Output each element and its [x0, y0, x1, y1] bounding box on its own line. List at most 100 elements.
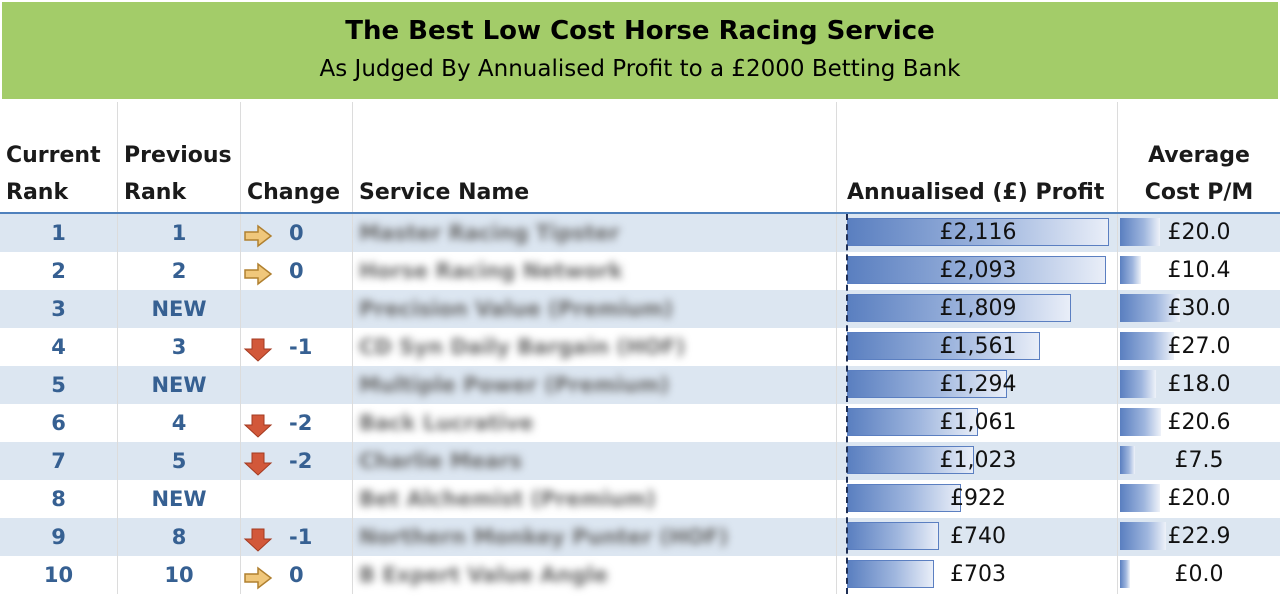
cost-bar: [1120, 332, 1174, 360]
current-rank: 10: [0, 556, 118, 594]
cost-cell: £0.0: [1118, 556, 1280, 594]
table-row: 10 10 0 B Expert Value Angle £703 £0.0: [0, 556, 1280, 594]
previous-rank: NEW: [118, 366, 241, 404]
header-profit-label: Annualised (£) Profit: [847, 180, 1105, 205]
service-name: B Expert Value Angle: [359, 563, 608, 587]
profit-cell: £2,093: [837, 252, 1118, 290]
cost-value: £27.0: [1167, 334, 1231, 359]
profit-value: £1,061: [939, 410, 1017, 435]
service-name: Northern Monkey Punter (HOF): [359, 525, 729, 549]
change-cell: [241, 480, 353, 518]
profit-value: £922: [950, 486, 1006, 511]
profit-bar: [847, 294, 1071, 322]
change-cell: -1: [241, 328, 353, 366]
arrow-right-icon: [243, 564, 273, 590]
change-cell: 0: [241, 556, 353, 594]
cost-cell: £22.9: [1118, 518, 1280, 556]
header-cost-line2: Cost P/M: [1144, 180, 1254, 205]
cost-value: £7.5: [1174, 448, 1224, 473]
change-cell: -1: [241, 518, 353, 556]
title-banner: The Best Low Cost Horse Racing Service A…: [2, 2, 1278, 99]
profit-axis-line: [846, 214, 848, 594]
profit-bar: [847, 218, 1109, 246]
table-row: 6 4 -2 Back Lucrative £1,061 £20.6: [0, 404, 1280, 442]
change-cell: -2: [241, 404, 353, 442]
service-name: Horse Racing Network: [359, 259, 623, 283]
profit-value: £1,294: [939, 372, 1017, 397]
profit-cell: £1,809: [837, 290, 1118, 328]
previous-rank: 1: [118, 214, 241, 252]
cost-value: £20.0: [1167, 220, 1231, 245]
cost-value: £20.0: [1167, 486, 1231, 511]
cost-bar: [1120, 408, 1161, 436]
header-previous-rank-line1: Previous: [124, 143, 232, 168]
arrow-down-icon: [243, 336, 273, 362]
profit-value: £703: [950, 562, 1006, 587]
profit-bar: [847, 408, 978, 436]
service-name-cell: Northern Monkey Punter (HOF): [353, 518, 837, 556]
change-cell: [241, 366, 353, 404]
header-service-name: Service Name: [353, 102, 837, 213]
profit-value: £2,093: [939, 258, 1017, 283]
profit-cell: £922: [837, 480, 1118, 518]
previous-rank: 10: [118, 556, 241, 594]
current-rank: 9: [0, 518, 118, 556]
arrow-right-icon: [243, 222, 273, 248]
change-cell: -2: [241, 442, 353, 480]
service-name-cell: Master Racing Tipster: [353, 214, 837, 252]
banner-title: The Best Low Cost Horse Racing Service: [345, 16, 935, 46]
cost-cell: £20.0: [1118, 480, 1280, 518]
cost-bar: [1120, 370, 1156, 398]
change-value: -1: [289, 525, 313, 549]
cost-cell: £27.0: [1118, 328, 1280, 366]
profit-value: £1,809: [939, 296, 1017, 321]
profit-cell: £703: [837, 556, 1118, 594]
service-name-cell: Horse Racing Network: [353, 252, 837, 290]
profit-bar: [847, 332, 1040, 360]
cost-bar: [1120, 256, 1141, 284]
previous-rank: 8: [118, 518, 241, 556]
table-row: 5 NEW Multiple Power (Premium) £1,294 £1…: [0, 366, 1280, 404]
cost-bar: [1120, 294, 1180, 322]
header-profit: Annualised (£) Profit: [837, 102, 1118, 213]
service-name: Charlie Mears: [359, 449, 523, 473]
profit-bar: [847, 484, 961, 512]
header-previous-rank-line2: Rank: [124, 180, 187, 205]
table-row: 7 5 -2 Charlie Mears £1,023 £7.5: [0, 442, 1280, 480]
cost-value: £22.9: [1167, 524, 1231, 549]
table-row: 2 2 0 Horse Racing Network £2,093 £10.4: [0, 252, 1280, 290]
profit-bar: [847, 446, 974, 474]
service-name: CD Syn Daily Bargain (HOF): [359, 335, 686, 359]
header-previous-rank: Previous Rank: [118, 102, 241, 213]
cost-value: £18.0: [1167, 372, 1231, 397]
banner-subtitle: As Judged By Annualised Profit to a £200…: [319, 56, 961, 82]
change-cell: 0: [241, 214, 353, 252]
table-row: 9 8 -1 Northern Monkey Punter (HOF) £740…: [0, 518, 1280, 556]
arrow-down-icon: [243, 526, 273, 552]
service-name-cell: B Expert Value Angle: [353, 556, 837, 594]
previous-rank: 4: [118, 404, 241, 442]
cost-bar: [1120, 446, 1135, 474]
profit-value: £1,023: [939, 448, 1017, 473]
profit-value: £740: [950, 524, 1006, 549]
current-rank: 6: [0, 404, 118, 442]
service-name-cell: Back Lucrative: [353, 404, 837, 442]
table-row: 3 NEW Precision Value (Premium) £1,809 £…: [0, 290, 1280, 328]
header-change: Change: [241, 102, 353, 213]
header-current-rank: Current Rank: [0, 102, 118, 213]
cost-cell: £7.5: [1118, 442, 1280, 480]
header-change-label: Change: [247, 180, 340, 205]
profit-cell: £1,294: [837, 366, 1118, 404]
change-value: -2: [289, 411, 313, 435]
header-cost-line1: Average: [1148, 143, 1250, 168]
table-row: 8 NEW Bet Alchemist (Premium) £922 £20.0: [0, 480, 1280, 518]
current-rank: 2: [0, 252, 118, 290]
arrow-down-icon: [243, 450, 273, 476]
profit-bar: [847, 522, 939, 550]
header-current-rank-line2: Rank: [6, 180, 69, 205]
change-value: -2: [289, 449, 313, 473]
service-name-cell: Multiple Power (Premium): [353, 366, 837, 404]
cost-bar: [1120, 218, 1160, 246]
arrow-right-icon: [243, 260, 273, 286]
change-value: 0: [289, 563, 304, 587]
